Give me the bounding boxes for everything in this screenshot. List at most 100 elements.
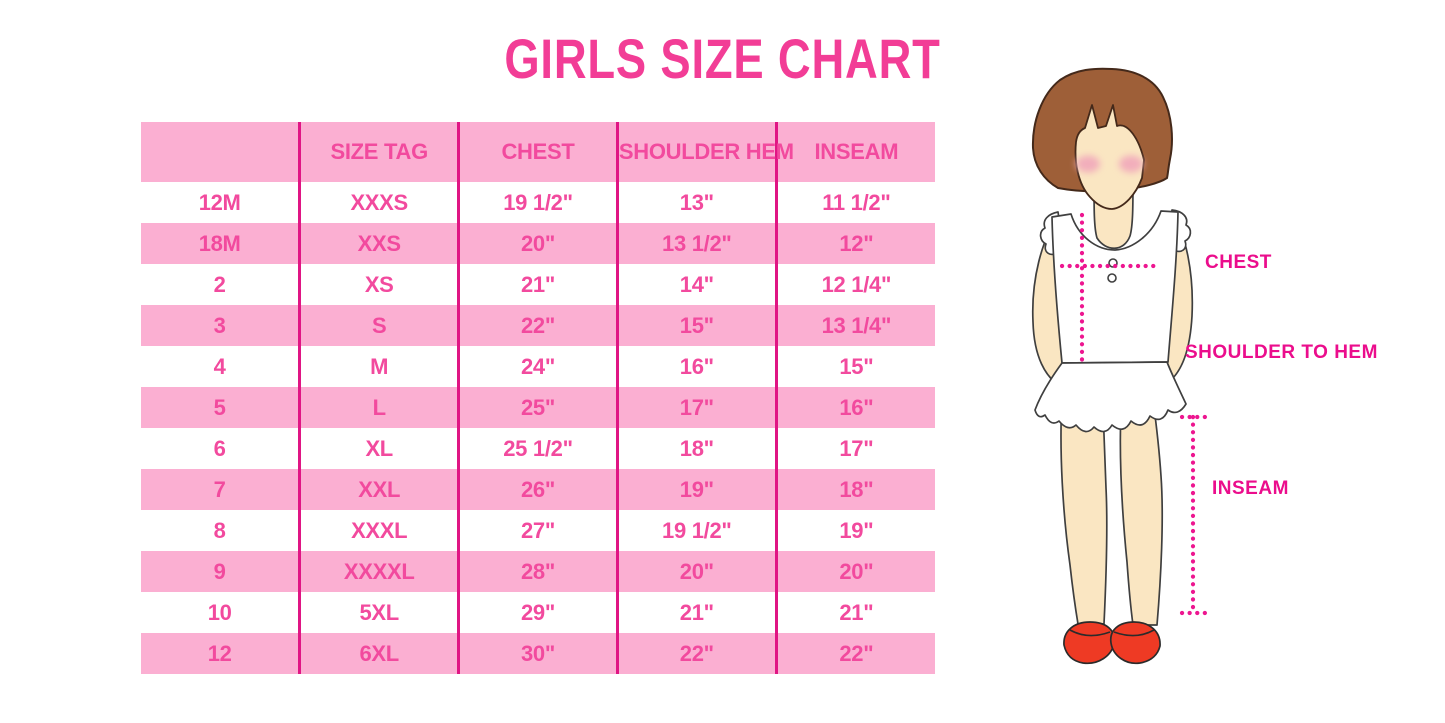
size-cell-shoulder-hem: 18" bbox=[615, 428, 777, 469]
size-cell-chest: 29" bbox=[457, 592, 618, 633]
size-cell-chest: 25 1/2" bbox=[457, 428, 618, 469]
size-cell-chest: 21" bbox=[457, 264, 618, 305]
size-cell-shoulder-hem: 19 1/2" bbox=[615, 510, 777, 551]
size-cell-shoulder-hem: 13 1/2" bbox=[615, 223, 777, 264]
size-cell-shoulder-hem: 22" bbox=[615, 633, 777, 674]
size-cell-shoulder-hem: 16" bbox=[615, 346, 777, 387]
table-row: 9 XXXXL 28" 20" 20" bbox=[141, 551, 935, 592]
size-cell-inseam: 20" bbox=[774, 551, 935, 592]
size-cell-shoulder-hem: 14" bbox=[615, 264, 777, 305]
skirt bbox=[1034, 361, 1187, 433]
legs bbox=[1060, 397, 1164, 626]
table-row: 5 L 25" 17" 16" bbox=[141, 387, 935, 428]
size-cell-age: 12M bbox=[198, 189, 241, 215]
size-cell-age: 4 bbox=[213, 353, 226, 379]
size-cell-chest: 24" bbox=[457, 346, 618, 387]
size-cell-chest: 25" bbox=[457, 387, 618, 428]
bodice bbox=[1051, 210, 1179, 364]
size-cell-inseam: 13 1/4" bbox=[774, 305, 935, 346]
column-header-shoulder-hem: SHOULDER HEM bbox=[615, 122, 794, 182]
left-shoe-strap bbox=[1069, 629, 1111, 637]
size-cell-shoulder-hem: 17" bbox=[615, 387, 777, 428]
button-bottom bbox=[1107, 273, 1117, 283]
size-cell-tag: L bbox=[298, 387, 459, 428]
top-garment bbox=[1039, 209, 1192, 364]
table-row: 6 XL 25 1/2" 18" 17" bbox=[141, 428, 935, 469]
column-header-size-tag: SIZE TAG bbox=[298, 122, 459, 182]
size-cell-tag: XXXXL bbox=[298, 551, 459, 592]
size-cell-chest: 26" bbox=[457, 469, 618, 510]
table-row: 10 5XL 29" 21" 21" bbox=[141, 592, 935, 633]
size-cell-age: 8 bbox=[213, 517, 226, 543]
size-cell-shoulder-hem: 19" bbox=[615, 469, 777, 510]
size-cell-age: 12 bbox=[207, 640, 232, 666]
table-row: 12M XXXS 19 1/2" 13" 11 1/2" bbox=[141, 182, 935, 223]
size-cell-shoulder-hem: 13" bbox=[615, 182, 777, 223]
inseam-label: INSEAM bbox=[1212, 478, 1289, 499]
cheeks bbox=[1076, 155, 1143, 173]
table-row: 18M XXS 20" 13 1/2" 12" bbox=[141, 223, 935, 264]
size-cell-chest: 30" bbox=[457, 633, 618, 674]
size-cell-age: 2 bbox=[213, 271, 226, 297]
size-cell-tag: 6XL bbox=[298, 633, 459, 674]
size-cell-age: 6 bbox=[213, 435, 226, 461]
size-cell-age: 5 bbox=[213, 394, 226, 420]
table-body: 12M XXXS 19 1/2" 13" 11 1/2" 18M XXS 20"… bbox=[141, 182, 935, 674]
right-shoe bbox=[1109, 621, 1161, 665]
size-cell-tag: XS bbox=[298, 264, 459, 305]
measurement-lines bbox=[1059, 212, 1208, 616]
table-header: SIZE TAG CHEST SHOULDER HEM INSEAM bbox=[141, 122, 935, 182]
size-cell-tag: XXXS bbox=[298, 182, 459, 223]
size-cell-age: 10 bbox=[207, 599, 232, 625]
face bbox=[1074, 104, 1145, 210]
left-shoe bbox=[1063, 621, 1116, 665]
size-cell-inseam: 18" bbox=[774, 469, 935, 510]
size-cell-age: 18M bbox=[198, 230, 241, 256]
size-cell-chest: 20" bbox=[457, 223, 618, 264]
size-cell-tag: XXL bbox=[298, 469, 459, 510]
size-cell-tag: XL bbox=[298, 428, 459, 469]
table-row: 2 XS 21" 14" 12 1/4" bbox=[141, 264, 935, 305]
size-cell-tag: M bbox=[298, 346, 459, 387]
size-cell-chest: 28" bbox=[457, 551, 618, 592]
size-cell-inseam: 11 1/2" bbox=[774, 182, 935, 223]
size-cell-chest: 22" bbox=[457, 305, 618, 346]
size-cell-tag: XXXL bbox=[298, 510, 459, 551]
column-header-inseam: INSEAM bbox=[774, 122, 935, 182]
right-shoe-strap bbox=[1113, 629, 1155, 637]
size-cell-shoulder-hem: 21" bbox=[615, 592, 777, 633]
shoulder-to-hem-label: SHOULDER TO HEM bbox=[1185, 342, 1378, 363]
size-cell-inseam: 12 1/4" bbox=[774, 264, 935, 305]
size-cell-inseam: 19" bbox=[774, 510, 935, 551]
size-cell-tag: S bbox=[298, 305, 459, 346]
size-cell-tag: XXS bbox=[298, 223, 459, 264]
table-row: 3 S 22" 15" 13 1/4" bbox=[141, 305, 935, 346]
right-leg bbox=[1119, 399, 1164, 626]
size-cell-age: 9 bbox=[213, 558, 226, 584]
size-cell-inseam: 22" bbox=[774, 633, 935, 674]
chest-label: CHEST bbox=[1205, 252, 1272, 273]
table-row: 7 XXL 26" 19" 18" bbox=[141, 469, 935, 510]
table-row: 8 XXXL 27" 19 1/2" 19" bbox=[141, 510, 935, 551]
table-row: 12 6XL 30" 22" 22" bbox=[141, 633, 935, 674]
column-header-blank bbox=[141, 122, 300, 182]
size-cell-shoulder-hem: 20" bbox=[615, 551, 777, 592]
right-cheek bbox=[1119, 155, 1143, 173]
header-row: SIZE TAG CHEST SHOULDER HEM INSEAM bbox=[141, 122, 935, 182]
column-header-chest: CHEST bbox=[457, 122, 618, 182]
size-cell-chest: 27" bbox=[457, 510, 618, 551]
shoes bbox=[1063, 621, 1161, 665]
girls-size-table: SIZE TAG CHEST SHOULDER HEM INSEAM 12M X… bbox=[141, 122, 935, 674]
size-cell-inseam: 12" bbox=[774, 223, 935, 264]
size-cell-tag: 5XL bbox=[298, 592, 459, 633]
size-cell-shoulder-hem: 15" bbox=[615, 305, 777, 346]
size-cell-inseam: 15" bbox=[774, 346, 935, 387]
table-row: 4 M 24" 16" 15" bbox=[141, 346, 935, 387]
size-cell-chest: 19 1/2" bbox=[457, 182, 618, 223]
size-cell-inseam: 21" bbox=[774, 592, 935, 633]
girl-measurement-illustration bbox=[1031, 67, 1208, 665]
size-cell-inseam: 16" bbox=[774, 387, 935, 428]
size-cell-age: 3 bbox=[213, 312, 226, 338]
page-title: GIRLS SIZE CHART bbox=[504, 27, 941, 90]
left-cheek bbox=[1076, 155, 1100, 173]
